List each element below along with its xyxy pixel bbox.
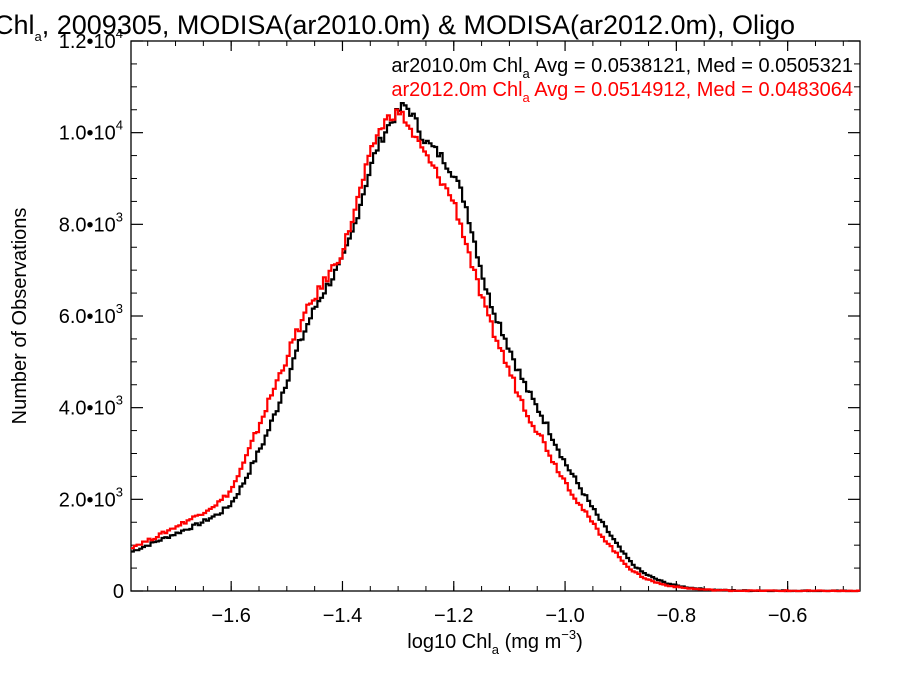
y-tick-label: 1.2•104 (59, 26, 123, 53)
y-axis-label: Number of Observations (9, 208, 31, 425)
legend-entry-ar2012: ar2012.0m Chla Avg = 0.0514912, Med = 0.… (391, 79, 853, 105)
y-tick-label: 0 (113, 581, 124, 603)
chart-title: Chla, 2009305, MODISA(ar2010.0m) & MODIS… (0, 10, 795, 44)
x-tick-label: −1.4 (323, 605, 362, 627)
series-layer (131, 102, 860, 593)
y-tick-label: 8.0•103 (59, 209, 123, 236)
x-tick-label: −1.6 (211, 605, 250, 627)
x-tick-label: −0.6 (768, 605, 807, 627)
series-ar2010-line (131, 102, 860, 593)
y-tick-label: 1.0•104 (59, 118, 123, 145)
x-tick-label: −1.2 (434, 605, 473, 627)
y-tick-label: 6.0•103 (59, 301, 123, 328)
x-tick-label: −1.0 (545, 605, 584, 627)
y-axis: 0 2.0•103 4.0•103 6.0•103 8.0•103 1.0•104 1.2•… (59, 26, 860, 603)
y-tick-label: 2.0•103 (59, 484, 123, 511)
series-ar2012-line (131, 108, 860, 593)
x-axis-label: log10 Chla (mg m−3) (407, 627, 582, 657)
x-axis: −1.6 −1.4 −1.2 −1.0 −0.8 −0.6 (147, 41, 844, 627)
x-tick-label: −0.8 (657, 605, 696, 627)
legend-entry-ar2010: ar2010.0m Chla Avg = 0.0538121, Med = 0.… (391, 55, 853, 81)
y-tick-label: 4.0•103 (59, 393, 123, 420)
